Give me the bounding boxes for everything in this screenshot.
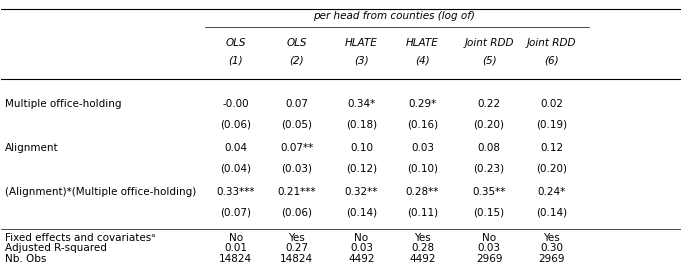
Text: 0.07: 0.07 [285,99,308,109]
Text: Joint RDD: Joint RDD [527,38,576,47]
Text: Yes: Yes [414,233,431,243]
Text: (0.16): (0.16) [407,120,438,130]
Text: 0.03: 0.03 [411,143,434,153]
Text: 0.07**: 0.07** [280,143,314,153]
Text: 0.21***: 0.21*** [278,187,316,197]
Text: 14824: 14824 [280,254,314,264]
Text: (0.06): (0.06) [220,120,251,130]
Text: 0.27: 0.27 [285,243,308,253]
Text: 4492: 4492 [409,254,436,264]
Text: (0.11): (0.11) [407,207,438,217]
Text: 0.32**: 0.32** [344,187,378,197]
Text: 0.30: 0.30 [540,243,563,253]
Text: 0.04: 0.04 [224,143,247,153]
Text: OLS: OLS [286,38,307,47]
Text: Nb. Obs: Nb. Obs [5,254,46,264]
Text: 2969: 2969 [476,254,503,264]
Text: (0.15): (0.15) [473,207,505,217]
Text: (0.10): (0.10) [407,164,438,174]
Text: (0.20): (0.20) [473,120,505,130]
Text: 0.33***: 0.33*** [216,187,255,197]
Text: No: No [355,233,368,243]
Text: Yes: Yes [543,233,560,243]
Text: (0.14): (0.14) [346,207,377,217]
Text: Multiple office-holding: Multiple office-holding [5,99,121,109]
Text: (0.20): (0.20) [536,164,567,174]
Text: 0.03: 0.03 [477,243,501,253]
Text: (0.05): (0.05) [282,120,312,130]
Text: (0.06): (0.06) [282,207,312,217]
Text: 0.34*: 0.34* [347,99,376,109]
Text: No: No [228,233,243,243]
Text: OLS: OLS [226,38,246,47]
Text: (5): (5) [481,56,496,65]
Text: (Alignment)*(Multiple office-holding): (Alignment)*(Multiple office-holding) [5,187,196,197]
Text: 0.24*: 0.24* [537,187,565,197]
Text: (0.14): (0.14) [536,207,567,217]
Text: 0.10: 0.10 [350,143,373,153]
Text: 0.12: 0.12 [540,143,563,153]
Text: 0.01: 0.01 [224,243,247,253]
Text: (3): (3) [354,56,369,65]
Text: (0.19): (0.19) [536,120,567,130]
Text: (1): (1) [228,56,243,65]
Text: 4492: 4492 [348,254,374,264]
Text: 0.03: 0.03 [350,243,373,253]
Text: 0.28: 0.28 [411,243,434,253]
Text: (0.23): (0.23) [473,164,505,174]
Text: (0.12): (0.12) [346,164,377,174]
Text: 0.28**: 0.28** [406,187,439,197]
Text: (0.18): (0.18) [346,120,377,130]
Text: 0.02: 0.02 [540,99,563,109]
Text: Joint RDD: Joint RDD [464,38,514,47]
Text: Yes: Yes [288,233,306,243]
Text: 0.08: 0.08 [477,143,501,153]
Text: (0.04): (0.04) [220,164,251,174]
Text: 2969: 2969 [538,254,565,264]
Text: HLATE: HLATE [406,38,439,47]
Text: 0.35**: 0.35** [473,187,506,197]
Text: Alignment: Alignment [5,143,59,153]
Text: Adjusted R-squared: Adjusted R-squared [5,243,106,253]
Text: -0.00: -0.00 [222,99,249,109]
Text: 0.29*: 0.29* [409,99,436,109]
Text: HLATE: HLATE [345,38,378,47]
Text: (2): (2) [290,56,304,65]
Text: Fixed effects and covariatesᵃ: Fixed effects and covariatesᵃ [5,233,155,243]
Text: 14824: 14824 [219,254,252,264]
Text: (0.03): (0.03) [282,164,312,174]
Text: (4): (4) [415,56,430,65]
Text: (0.07): (0.07) [220,207,251,217]
Text: No: No [482,233,496,243]
Text: 0.22: 0.22 [477,99,501,109]
Text: (6): (6) [544,56,559,65]
Text: per head from counties (log of): per head from counties (log of) [313,11,475,20]
